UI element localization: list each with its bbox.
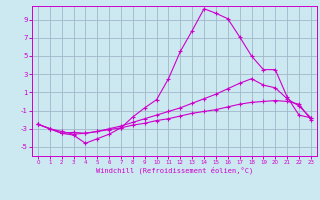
X-axis label: Windchill (Refroidissement éolien,°C): Windchill (Refroidissement éolien,°C): [96, 167, 253, 174]
